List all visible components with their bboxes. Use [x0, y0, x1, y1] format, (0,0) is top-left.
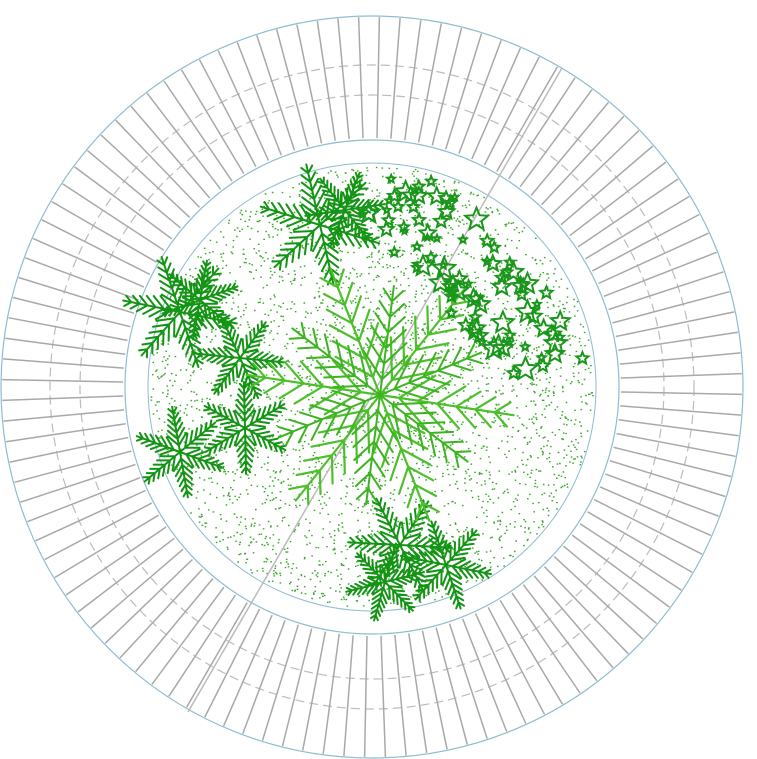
star [448, 190, 461, 203]
spokes [2, 17, 742, 757]
star [480, 254, 495, 268]
star [392, 178, 419, 203]
star [385, 186, 404, 204]
star [410, 239, 424, 253]
star [501, 259, 526, 283]
star [436, 201, 457, 221]
star [430, 254, 458, 280]
star [503, 336, 516, 348]
snowflake [203, 381, 287, 475]
snowflake [195, 316, 285, 400]
star [387, 244, 402, 259]
dashed-ring [49, 64, 695, 710]
star [530, 297, 544, 310]
star [489, 308, 517, 335]
star [442, 287, 460, 304]
star [467, 309, 484, 324]
star [532, 317, 555, 339]
snowflake [135, 405, 225, 499]
star [456, 232, 470, 245]
star [443, 305, 459, 320]
star [384, 172, 398, 185]
star [523, 305, 544, 325]
snowflake [161, 259, 239, 341]
snowflake [245, 268, 515, 522]
star [482, 252, 504, 273]
star [423, 249, 439, 265]
star [431, 232, 443, 244]
star [466, 289, 486, 307]
dashed-ring [79, 94, 665, 680]
star [390, 198, 406, 214]
snowflake [259, 163, 381, 287]
disc [147, 162, 597, 612]
snowflake [277, 284, 483, 506]
star [421, 231, 433, 243]
star [475, 335, 488, 348]
star [427, 269, 454, 294]
star [410, 252, 436, 277]
star [437, 258, 450, 271]
snowflake [347, 497, 453, 593]
star [548, 308, 573, 332]
star [423, 173, 439, 188]
star [442, 272, 464, 293]
star [356, 199, 382, 225]
star [441, 194, 459, 211]
star [514, 298, 541, 324]
star [465, 316, 488, 338]
star [376, 219, 397, 238]
star [502, 254, 517, 269]
snowflake [399, 520, 493, 610]
star [542, 329, 570, 356]
star [505, 364, 523, 381]
star [511, 354, 540, 381]
star [417, 222, 439, 243]
star [509, 274, 532, 296]
star [534, 356, 552, 374]
star [380, 211, 397, 228]
outer-ring [0, 15, 744, 759]
star [410, 178, 427, 194]
star [405, 198, 422, 215]
stars [356, 172, 591, 381]
star [499, 263, 515, 279]
star [462, 204, 491, 232]
star [480, 334, 508, 361]
star [399, 225, 410, 236]
star [502, 327, 518, 342]
spoke-lines [2, 17, 742, 757]
star [410, 211, 428, 228]
star [463, 277, 475, 289]
star [543, 341, 567, 364]
star [537, 283, 555, 301]
star [425, 184, 448, 206]
star [400, 184, 422, 205]
star [573, 349, 591, 366]
star [490, 275, 514, 297]
snowflake [345, 542, 425, 622]
star [478, 232, 496, 249]
star [380, 203, 393, 216]
snowflakes [122, 163, 515, 622]
star [518, 339, 532, 353]
star [409, 259, 425, 274]
star [431, 211, 451, 230]
